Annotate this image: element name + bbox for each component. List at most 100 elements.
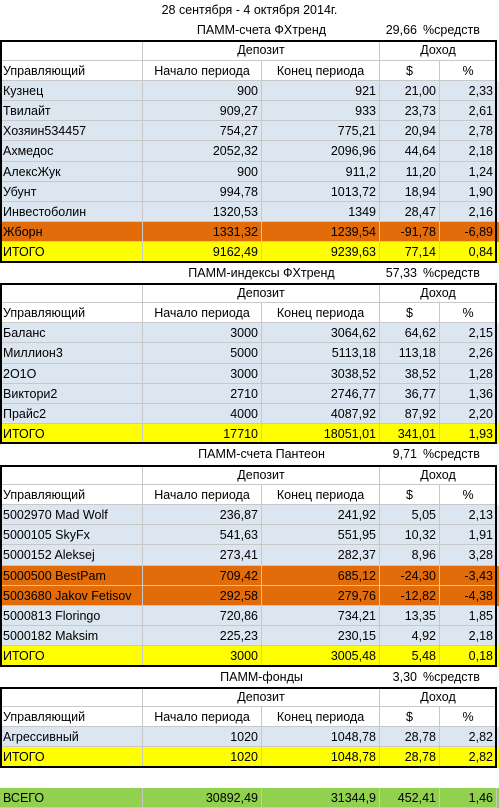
row-value: 1331,32 xyxy=(143,222,262,243)
column-header: Начало периода xyxy=(143,484,262,505)
row-value: 1,36 xyxy=(440,383,497,404)
row-value: 2,16 xyxy=(440,202,497,223)
row-value: 2,20 xyxy=(440,404,497,425)
row: Миллион3 5000 5113,18 113,18 2,26 xyxy=(0,343,499,364)
row: Депозит Доход xyxy=(0,40,499,61)
section-share: 9,71 xyxy=(392,447,417,462)
column-header: $ xyxy=(380,303,440,324)
row-label: Хозяин534457 xyxy=(0,121,143,142)
section-title: ПАММ-фонды xyxy=(220,669,303,684)
row-value: -4,38 xyxy=(440,585,497,606)
row-value: 23,73 xyxy=(380,101,440,122)
row: ВСЕГО 30892,49 31344,9 452,41 1,46 xyxy=(0,787,499,808)
row-value: 279,76 xyxy=(262,585,380,606)
row-value: 1048,78 xyxy=(262,727,380,748)
row-value: -3,43 xyxy=(440,565,497,586)
row-label: Кузнец xyxy=(0,80,143,101)
row: Управляющий Начало периода Конец периода $% xyxy=(0,60,499,81)
total-value: 341,01 xyxy=(380,424,440,445)
row: 5000105 SkyFx 541,63 551,95 10,32 1,91 xyxy=(0,525,499,546)
row: 5000813 Floringo 720,86 734,21 13,35 1,85 xyxy=(0,606,499,627)
row-value: 909,27 xyxy=(143,101,262,122)
row: Прайс2 4000 4087,92 87,92 2,20 xyxy=(0,404,499,425)
row-value: 541,63 xyxy=(143,525,262,546)
row-value: -12,82 xyxy=(380,585,440,606)
row-value: 241,92 xyxy=(262,505,380,526)
row: 5000182 Maksim 225,23 230,15 4,92 2,18 xyxy=(0,626,499,647)
row: Кузнец 900 921 21,00 2,33 xyxy=(0,80,499,101)
total-value: 1020 xyxy=(143,747,262,768)
total-label: ИТОГО xyxy=(0,646,143,667)
row-value: 1020 xyxy=(143,727,262,748)
row-label: 5000152 Aleksej xyxy=(0,545,143,566)
total-label: ИТОГО xyxy=(0,747,143,768)
row: Управляющий Начало периода Конец периода $% xyxy=(0,303,499,324)
total-value: 28,78 xyxy=(380,747,440,768)
row-value: 273,41 xyxy=(143,545,262,566)
column-header: $ xyxy=(380,707,440,728)
row-value: 87,92 xyxy=(380,404,440,425)
group-header: Депозит xyxy=(143,686,380,707)
grand-total-value: 31344,9 xyxy=(262,787,380,808)
row-value: 921 xyxy=(262,80,380,101)
row-label: Виктори2 xyxy=(0,383,143,404)
row-label: 2O1O xyxy=(0,363,143,384)
row-value: 4,92 xyxy=(380,626,440,647)
row-value: -91,78 xyxy=(380,222,440,243)
group-header: Доход xyxy=(380,282,497,303)
section-share-label: %средств xyxy=(423,669,480,684)
row-value: 3000 xyxy=(143,363,262,384)
row-value: 2710 xyxy=(143,383,262,404)
row-label: Агрессивный xyxy=(0,727,143,748)
row-label: 5002970 Mad Wolf xyxy=(0,505,143,526)
row-value: 709,42 xyxy=(143,565,262,586)
column-header: % xyxy=(440,303,497,324)
row-value: 3,28 xyxy=(440,545,497,566)
total-value: 18051,01 xyxy=(262,424,380,445)
row: Хозяин534457 754,27 775,21 20,94 2,78 xyxy=(0,121,499,142)
row-value: 2,26 xyxy=(440,343,497,364)
row-label: Инвестоболин xyxy=(0,202,143,223)
row-value: 28,78 xyxy=(380,727,440,748)
row-label: Баланс xyxy=(0,323,143,344)
group-header: Депозит xyxy=(143,464,380,485)
row: 5000152 Aleksej 273,41 282,37 8,96 3,28 xyxy=(0,545,499,566)
total-value: 17710 xyxy=(143,424,262,445)
row: 28 сентября - 4 октября 2014г. xyxy=(0,0,499,20)
row-value: 113,18 xyxy=(380,343,440,364)
total-label: ИТОГО xyxy=(0,424,143,445)
column-header: Начало периода xyxy=(143,60,262,81)
row xyxy=(0,768,499,788)
total-label: ИТОГО xyxy=(0,242,143,263)
row-value: 754,27 xyxy=(143,121,262,142)
row-value: 38,52 xyxy=(380,363,440,384)
row-value: 734,21 xyxy=(262,606,380,627)
group-header: Доход xyxy=(380,40,497,61)
row-value: 282,37 xyxy=(262,545,380,566)
row-value: 994,78 xyxy=(143,181,262,202)
row-label: Твилайт xyxy=(0,101,143,122)
row-value: 1320,53 xyxy=(143,202,262,223)
row: ИТОГО 9162,49 9239,63 77,14 0,84 xyxy=(0,242,499,263)
row: Инвестоболин 1320,53 1349 28,47 2,16 xyxy=(0,202,499,223)
row: Ахмедос 2052,32 2096,96 44,64 2,18 xyxy=(0,141,499,162)
section-title: ПАММ-счета ФХтренд xyxy=(196,23,327,38)
column-header: Управляющий xyxy=(0,707,143,728)
column-header: Начало периода xyxy=(143,303,262,324)
blank-cell xyxy=(0,282,143,303)
section-share-label: %средств xyxy=(423,265,480,280)
row-value: 551,95 xyxy=(262,525,380,546)
row: Убунт 994,78 1013,72 18,94 1,90 xyxy=(0,181,499,202)
row: Жборн 1331,32 1239,54 -91,78 -6,89 xyxy=(0,222,499,243)
row-value: 2,61 xyxy=(440,101,497,122)
row-value: 5113,18 xyxy=(262,343,380,364)
row-value: 36,77 xyxy=(380,383,440,404)
section-title: ПАММ-индексы ФХтренд xyxy=(188,265,335,280)
row: Управляющий Начало периода Конец периода $% xyxy=(0,484,499,505)
row-label: 5000182 Maksim xyxy=(0,626,143,647)
total-value: 2,82 xyxy=(440,747,497,768)
total-value: 77,14 xyxy=(380,242,440,263)
row-value: 3000 xyxy=(143,323,262,344)
row-value: 28,47 xyxy=(380,202,440,223)
